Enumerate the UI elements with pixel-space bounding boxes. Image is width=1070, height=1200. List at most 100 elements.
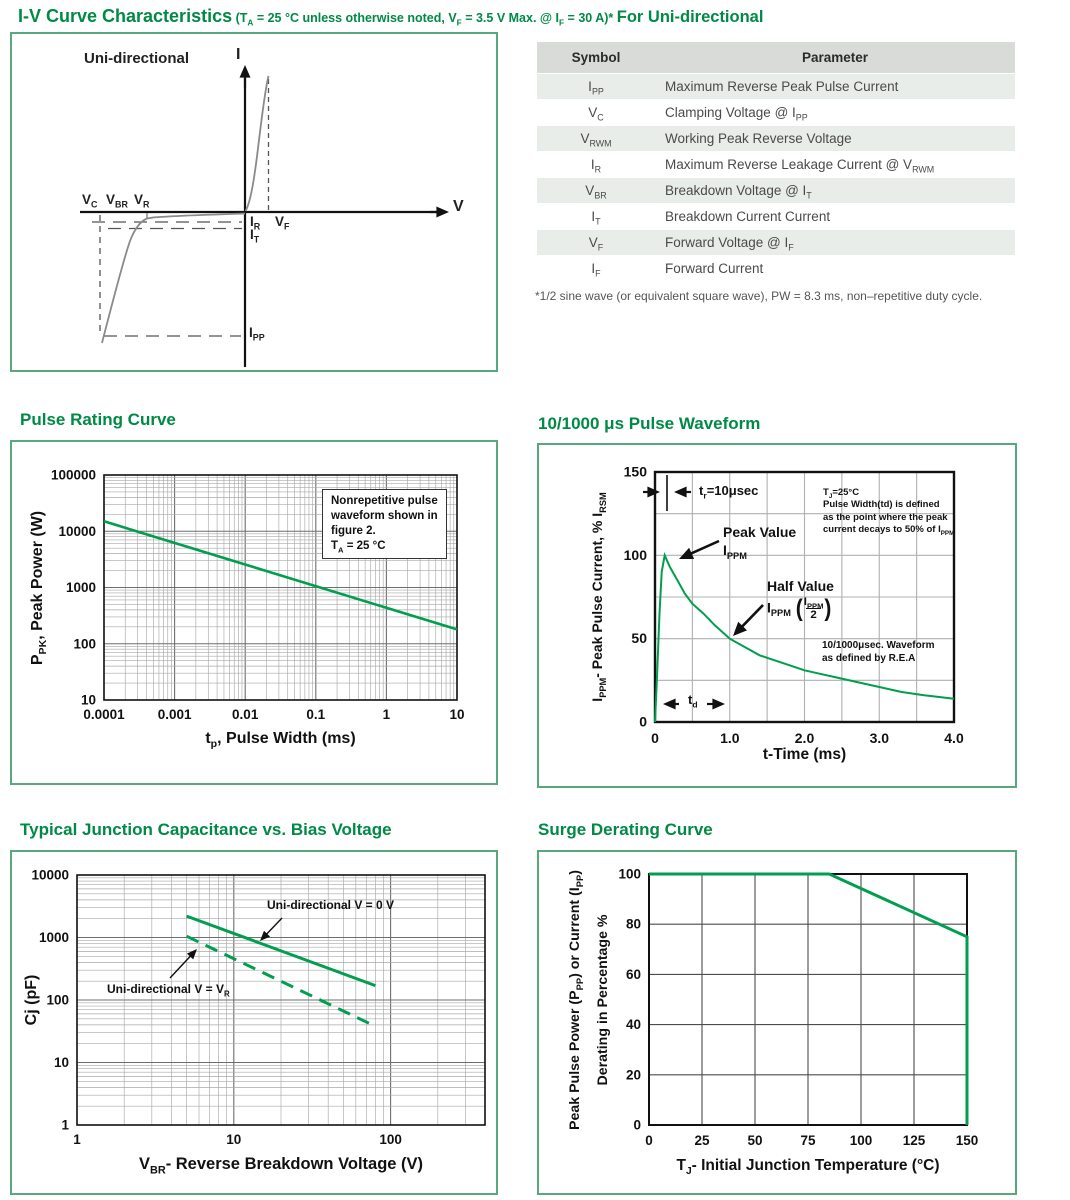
figure-surge_derating: 0 25 50 75 100 125 150 0 20 40 60 80 100 TJ- Initial …	[537, 850, 1017, 1195]
iv-label-ir: IR	[250, 214, 261, 232]
symbol-cell: VRWM	[537, 124, 655, 151]
iv-label-ipp: IPP	[249, 325, 265, 343]
surge_derating-x-axis-title: TJ- Initial Junction Temperature (°C)	[676, 1157, 940, 1178]
svg-text:100: 100	[46, 993, 69, 1008]
iv-label-vf: VF	[275, 214, 290, 232]
symbol-cell: IF	[537, 254, 655, 281]
parameter-cell: Breakdown Voltage @ IT	[655, 176, 1015, 203]
svg-text:1000: 1000	[39, 930, 69, 945]
parameter-table: Symbol Parameter IPP Maximum Reverse Peak…	[537, 42, 1015, 281]
table-row: IF Forward Current	[537, 254, 1015, 281]
svg-text:0.1: 0.1	[306, 707, 325, 722]
svg-text:3.0: 3.0	[870, 730, 890, 746]
table-header-row: Symbol Parameter	[537, 42, 1015, 73]
svg-text:1: 1	[61, 1118, 69, 1133]
svg-text:100: 100	[379, 1132, 402, 1147]
symbol-cell: IT	[537, 202, 655, 229]
peak-value-label: Peak Value IPPM	[723, 524, 797, 561]
svg-text:0: 0	[639, 714, 647, 730]
half-value-label: Half Value IPPM (IPPM 2)	[767, 578, 834, 622]
svg-text:1: 1	[383, 707, 391, 722]
figure-pulse_waveform: 0 1.0 2.0 3.0 4.0 0 50 100 150 tr=10μsec TJ=25°C Pu…	[537, 443, 1017, 788]
pulse_rating-x-axis-title: tp, Pulse Width (ms)	[205, 730, 356, 751]
svg-text:100: 100	[850, 1133, 873, 1148]
heading-junction-capacitance: Typical Junction Capacitance vs. Bias Vo…	[20, 820, 392, 839]
svg-text:50: 50	[747, 1133, 762, 1148]
table-footnote: *1/2 sine wave (or equivalent square wav…	[535, 289, 983, 303]
svg-text:80: 80	[626, 917, 641, 932]
surge_derating-plot: 0 25 50 75 100 125 150 0 20 40 60 80 100	[618, 867, 979, 1149]
surge_derating-y-axis-title: Peak Pulse Power (PPP) or Current (IPP)	[567, 869, 585, 1130]
heading-surge-derating: Surge Derating Curve	[538, 820, 713, 839]
iv-label-vbr: VBR	[106, 192, 128, 210]
svg-text:0.01: 0.01	[232, 707, 259, 722]
pulse_waveform-x-axis-title: t-Time (ms)	[762, 746, 847, 763]
svg-text:40: 40	[626, 1017, 641, 1032]
page-title-conditions: (TA = 25 °C unless otherwise noted, VF =…	[232, 11, 617, 28]
iv-label-vr: VR	[134, 192, 150, 210]
table-row: VRWM Working Peak Reverse Voltage	[537, 124, 1015, 151]
pulse_rating-plot: 0.0001 0.001 0.01 0.1 1 10 10 100 1000 10000 10000…	[51, 468, 465, 723]
param-table-body: IPP Maximum Reverse Peak Pulse Current VC C…	[537, 72, 1015, 281]
svg-text:10000: 10000	[31, 868, 69, 883]
heading-pulse-rating: Pulse Rating Curve	[20, 410, 176, 429]
page-title-main: I-V Curve Characteristics	[18, 6, 233, 26]
iv-label-vc: VC	[82, 192, 98, 210]
table-row: IR Maximum Reverse Leakage Current @ VRWM	[537, 150, 1015, 177]
symbol-cell: IR	[537, 150, 655, 177]
parameter-cell: Breakdown Current Current	[655, 202, 1015, 229]
svg-text:75: 75	[800, 1133, 816, 1148]
tj-note: TJ=25°C Pulse Width(td) is defined as the …	[823, 487, 955, 537]
uni-v0-label: Uni-directional V = 0 V	[267, 898, 395, 912]
iv-curve-drawing	[80, 65, 449, 367]
svg-text:4.0: 4.0	[944, 730, 964, 746]
table-row: VF Forward Voltage @ IF	[537, 228, 1015, 255]
svg-text:50: 50	[631, 630, 647, 646]
table-row: VBR Breakdown Voltage @ IT	[537, 176, 1015, 203]
figure-iv-curve: Uni-directional I V VC VBR VR IR VF IT IPP	[10, 32, 498, 372]
svg-text:1: 1	[73, 1132, 81, 1147]
parameter-cell: Forward Current	[655, 254, 1015, 281]
table-row: IT Breakdown Current Current	[537, 202, 1015, 229]
figure-junction_capacitance: 1 10 100 1 10 100 1000 10000 Uni-directional V =…	[10, 850, 498, 1195]
nonrepetitive-note: Nonrepetitive pulse waveform shown in figu…	[322, 489, 447, 559]
svg-text:1.0: 1.0	[720, 730, 740, 746]
svg-text:100: 100	[624, 547, 648, 563]
parameter-cell: Maximum Reverse Peak Pulse Current	[655, 72, 1015, 99]
parameter-cell: Working Peak Reverse Voltage	[655, 124, 1015, 151]
parameter-cell: Clamping Voltage @ IPP	[655, 98, 1015, 125]
pulse_waveform-plot: 0 1.0 2.0 3.0 4.0 0 50 100 150	[624, 464, 964, 747]
junction_capacitance-y-axis-title: Cj (pF)	[23, 974, 40, 1026]
svg-text:0.0001: 0.0001	[83, 707, 125, 722]
td-label: td	[688, 692, 698, 710]
symbol-cell: IPP	[537, 72, 655, 99]
rea-note: 10/1000μsec. Waveform as defined by R.E.A	[822, 640, 935, 664]
figure-pulse_rating: 0.0001 0.001 0.01 0.1 1 10 10 100 1000 10000 10000…	[10, 440, 498, 785]
iv-label-it: IT	[250, 227, 260, 245]
tr-label: tr=10μsec	[699, 483, 759, 501]
svg-text:150: 150	[956, 1133, 979, 1148]
svg-text:10: 10	[449, 707, 464, 722]
svg-text:10: 10	[54, 1055, 69, 1070]
svg-text:0: 0	[633, 1118, 641, 1133]
svg-text:125: 125	[903, 1133, 926, 1148]
page-title: I-V Curve Characteristics (TA = 25 °C un…	[18, 6, 763, 27]
pulse_rating-y-axis-title: PPK, Peak Power (W)	[29, 510, 50, 665]
svg-text:60: 60	[626, 967, 641, 982]
svg-text:100: 100	[618, 867, 641, 882]
table-row: VC Clamping Voltage @ IPP	[537, 98, 1015, 125]
heading-pulse-waveform: 10/1000 μs Pulse Waveform	[538, 414, 761, 433]
iv-voltage-axis-label: V	[453, 198, 464, 215]
svg-text:10000: 10000	[58, 524, 96, 539]
svg-text:0: 0	[651, 730, 659, 746]
iv-current-axis-label: I	[236, 46, 241, 63]
iv-corner-label: Uni-directional	[84, 50, 190, 67]
junction_capacitance-x-axis-title: VBR- Reverse Breakdown Voltage (V)	[138, 1155, 424, 1177]
pulse_waveform-y-axis-title: IPPM- Peak Pulse Current, % IRSM	[589, 492, 608, 702]
svg-text:100: 100	[73, 636, 96, 651]
col-header-parameter: Parameter	[655, 42, 1015, 73]
svg-text:0: 0	[645, 1133, 653, 1148]
junction_capacitance-plot: 1 10 100 1 10 100 1000 10000	[31, 868, 486, 1147]
parameter-cell: Forward Voltage @ IF	[655, 228, 1015, 255]
